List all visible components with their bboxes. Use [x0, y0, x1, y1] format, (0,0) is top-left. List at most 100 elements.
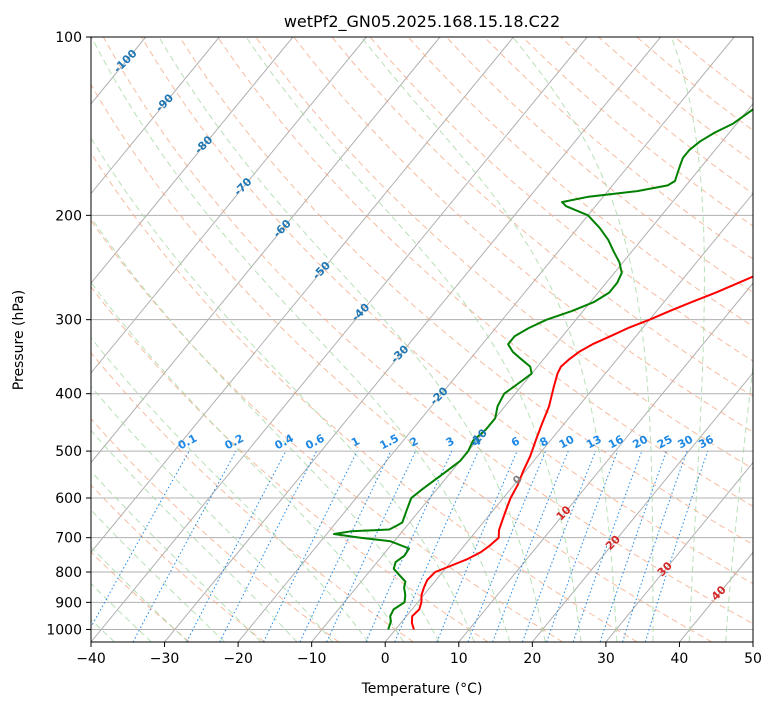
- dry-adiabat: [179, 37, 753, 546]
- isotherm-label: 30: [655, 559, 675, 579]
- isotherm-line: [91, 37, 588, 642]
- moist-adiabat: [725, 362, 753, 642]
- temperature-profile: [410, 275, 753, 630]
- moist-adiabat: [91, 546, 189, 642]
- mixing-ratio-line: [522, 450, 597, 642]
- mixing-ratio-line: [644, 450, 709, 642]
- dry-adiabat: [560, 37, 753, 195]
- y-tick-label: 1000: [46, 622, 82, 638]
- isotherm-line: [384, 192, 753, 642]
- dry-adiabat: [91, 484, 265, 642]
- mixing-ratio-line: [186, 450, 287, 642]
- x-tick-label: −10: [297, 651, 327, 667]
- y-tick-label: 200: [55, 208, 82, 224]
- mixing-ratio-line: [219, 450, 318, 642]
- mixing-ratio-label: 8: [538, 434, 551, 449]
- axes: −40 −30 −20 −10 0 10 20 30 40 5010020030040050060…: [46, 30, 762, 667]
- dry-adiabat: [598, 37, 753, 163]
- mixing-ratio-label: 20: [630, 433, 650, 452]
- x-tick-label: 30: [597, 651, 615, 667]
- mixing-ratio-line: [546, 450, 619, 642]
- mixing-ratio-label: 1.5: [378, 432, 401, 453]
- mixing-ratio-label: 10: [557, 433, 577, 452]
- mixing-ratio-label: 3: [444, 434, 457, 449]
- y-tick-label: 400: [55, 387, 82, 403]
- moist-adiabat: [91, 37, 511, 642]
- y-tick-label: 100: [55, 30, 82, 46]
- isotherm-label: -60: [271, 217, 294, 240]
- dry-adiabat: [91, 286, 489, 642]
- mixing-ratio-label: 30: [676, 433, 696, 452]
- mixing-ratio-line: [299, 450, 392, 642]
- mixing-ratio-label: 0.1: [176, 432, 199, 453]
- y-tick-label: 500: [55, 444, 82, 460]
- dry-adiabat: [91, 551, 191, 642]
- isotherm-line: [458, 282, 753, 642]
- dewpoint-profile: [333, 108, 753, 630]
- isotherm-line: [311, 103, 753, 642]
- dry-adiabat: [91, 152, 638, 642]
- isotherm-label: -90: [153, 91, 176, 114]
- dry-adiabat: [91, 352, 414, 642]
- mixing-ratio-label: 6: [509, 434, 522, 449]
- x-tick-label: 40: [671, 651, 689, 667]
- moist-adiabat: [91, 216, 440, 642]
- moist-adiabat: [91, 509, 225, 642]
- isotherm-label: -100: [111, 47, 140, 76]
- x-tick-label: 50: [744, 651, 762, 667]
- y-tick-label: 700: [55, 531, 82, 547]
- background-lines: [91, 37, 753, 642]
- isotherm-label: 20: [603, 533, 623, 553]
- moist-adiabat: [512, 37, 654, 642]
- mixing-ratio-label: 0.6: [303, 432, 327, 453]
- x-tick-label: −40: [76, 651, 106, 667]
- x-tick-label: 20: [523, 651, 541, 667]
- mixing-ratio-line: [394, 450, 479, 642]
- moist-adiabat: [158, 37, 546, 642]
- mixing-ratio-label: 16: [606, 433, 626, 452]
- isotherm-label: -80: [192, 133, 215, 156]
- moist-adiabat: [245, 37, 582, 642]
- x-tick-label: 10: [450, 651, 468, 667]
- dry-adiabat: [91, 219, 563, 642]
- moist-adiabat: [91, 137, 475, 642]
- y-tick-label: 300: [55, 313, 82, 329]
- mixing-ratio-line: [572, 450, 643, 642]
- dry-adiabat: [255, 37, 753, 470]
- isotherm-line: [91, 37, 514, 554]
- mixing-ratio-label: 36: [696, 433, 716, 452]
- chart-title: wetPf2_GN05.2025.168.15.18.C22: [284, 12, 560, 32]
- profiles: [333, 108, 753, 630]
- mixing-ratio-label: 25: [655, 433, 675, 452]
- isotherm-line: [91, 37, 441, 464]
- isotherm-label: -70: [231, 175, 254, 198]
- y-tick-label: 800: [55, 565, 82, 581]
- mixing-ratio-line: [91, 450, 190, 629]
- moist-adiabat: [91, 336, 369, 642]
- mixing-ratio-label: 1: [349, 434, 362, 449]
- dry-adiabat: [331, 37, 753, 397]
- mixing-ratio-line: [492, 450, 569, 642]
- mixing-ratio-line: [622, 450, 688, 642]
- isotherm-line: [91, 37, 367, 374]
- mixing-ratio-line: [599, 450, 667, 642]
- isotherm-line: [752, 641, 753, 642]
- dry-adiabat: [636, 37, 753, 131]
- mixing-ratio-line: [467, 450, 547, 642]
- x-tick-label: −30: [150, 651, 180, 667]
- moist-adiabat: [91, 429, 298, 642]
- isotherm-line: [91, 37, 220, 195]
- isotherm-line: [164, 37, 662, 642]
- y-tick-label: 900: [55, 595, 82, 611]
- mixing-ratio-label: 13: [584, 433, 604, 452]
- isotherm-line: [531, 372, 753, 642]
- mixing-ratio-line: [365, 450, 453, 642]
- moist-adiabat: [671, 37, 705, 642]
- x-tick-label: 0: [381, 651, 390, 667]
- y-tick-label: 600: [55, 491, 82, 507]
- dry-adiabat: [369, 37, 753, 362]
- mixing-ratio-line: [263, 450, 358, 642]
- mixing-ratio-line: [436, 450, 518, 642]
- moist-adiabat: [91, 582, 152, 642]
